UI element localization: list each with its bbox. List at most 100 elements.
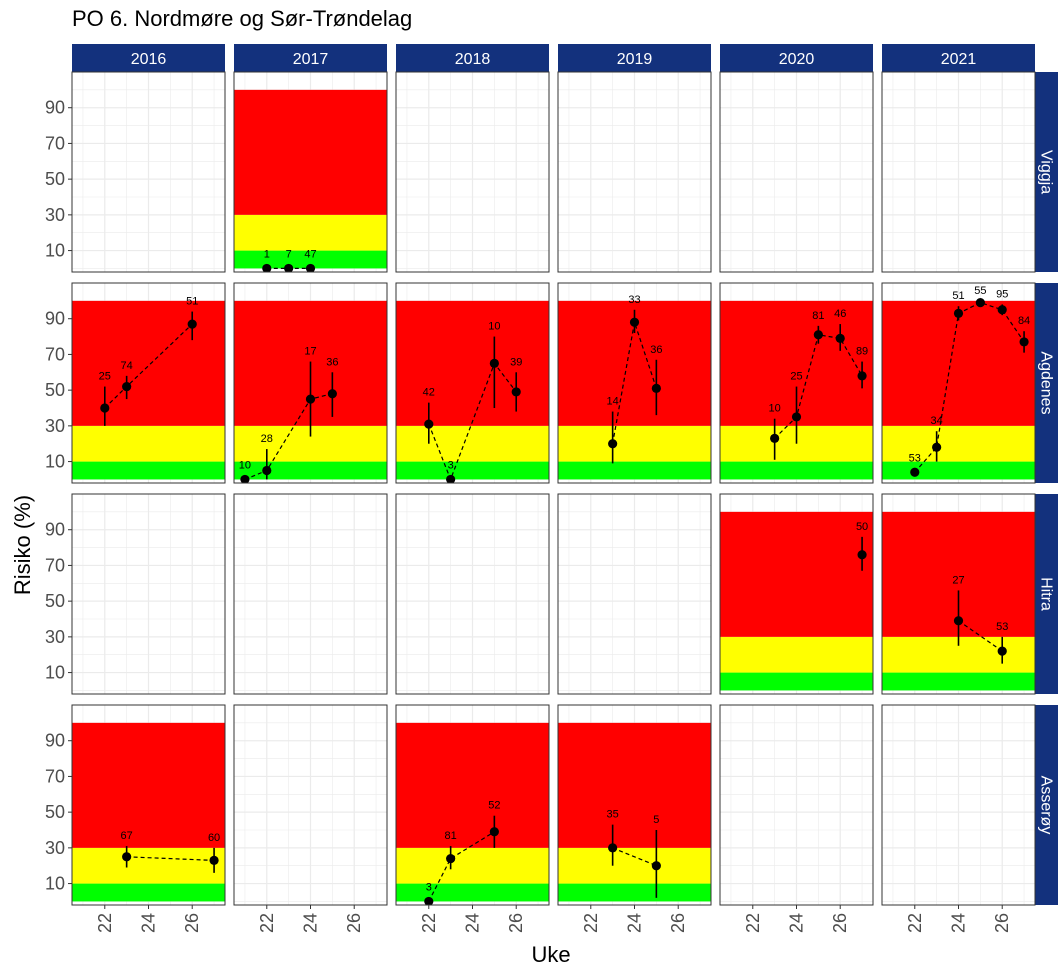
data-point	[608, 843, 618, 853]
data-point	[305, 263, 316, 272]
data-label: 53	[909, 453, 921, 465]
zone-red	[72, 300, 225, 426]
x-tick-label: 24	[139, 913, 159, 933]
panel-border	[395, 282, 550, 484]
data-point	[424, 896, 434, 905]
data-point	[835, 333, 845, 343]
zone-yellow	[72, 425, 225, 462]
panel-viggja-2016: 10 30 50 70 90	[45, 71, 226, 273]
y-tick-label: 30	[45, 627, 65, 647]
data-label: 25	[99, 371, 111, 383]
panel-content: 53 34 51 55 95 84	[882, 283, 1035, 483]
zone-green	[72, 883, 225, 902]
panel-content: 35 5	[558, 705, 711, 905]
zone-red	[720, 511, 873, 637]
zone-green	[882, 672, 1035, 691]
panel-content	[720, 705, 873, 905]
y-tick-label: 50	[45, 169, 65, 189]
data-point	[953, 308, 964, 318]
panel-agdenes-2017: 10 28 17 36	[233, 282, 388, 484]
x-tick-label: 26	[992, 913, 1012, 933]
facet-strip-2021	[882, 44, 1035, 72]
data-label: 10	[769, 403, 781, 415]
data-point	[489, 827, 499, 837]
zone-red	[72, 722, 225, 848]
y-tick-label: 10	[45, 874, 65, 894]
data-label: 52	[488, 800, 500, 812]
y-tick-label: 10	[45, 241, 65, 261]
panel-content	[558, 72, 711, 272]
data-label: 36	[650, 344, 662, 356]
panel-content	[234, 494, 387, 694]
data-label: 10	[488, 321, 500, 333]
panel-asserøy-2021: 22 24 26	[881, 704, 1036, 933]
series-line	[958, 620, 1003, 652]
zone-green	[72, 461, 225, 480]
y-tick-label: 30	[45, 416, 65, 436]
y-tick-label: 10	[45, 452, 65, 472]
panel-content: 1 7 47	[234, 72, 387, 272]
y-axis-title: Risiko (%)	[10, 495, 35, 595]
panel-border	[395, 493, 550, 695]
facet-strip-label-2016: 2016	[131, 51, 167, 68]
panel-border	[719, 493, 874, 695]
series-line	[428, 831, 495, 902]
data-point	[327, 389, 337, 399]
data-label: 74	[121, 360, 133, 372]
panel-hitra-2017	[233, 493, 388, 695]
y-tick-label: 30	[45, 205, 65, 225]
data-label: 3	[426, 881, 432, 893]
facet-strip-label-2020: 2020	[779, 51, 815, 68]
data-label: 36	[326, 356, 338, 368]
y-tick-label: 90	[45, 520, 65, 540]
y-tick-label: 50	[45, 802, 65, 822]
y-tick-label: 70	[45, 766, 65, 786]
data-label: 51	[952, 290, 964, 302]
series-line	[612, 322, 657, 444]
zone-green	[234, 250, 387, 269]
data-point	[997, 646, 1007, 656]
x-tick-label: 26	[344, 913, 364, 933]
facet-strip-label-2021: 2021	[941, 51, 977, 68]
data-label: 55	[974, 285, 986, 297]
x-tick-label: 24	[625, 913, 645, 933]
zone-yellow	[720, 636, 873, 673]
data-point	[187, 319, 197, 329]
panel-viggja-2017: 1 7 47	[233, 71, 388, 273]
row-strip-label-viggja: Viggja	[1038, 150, 1055, 194]
y-tick-label: 10	[45, 663, 65, 683]
facet-strip-2020	[720, 44, 873, 72]
series-line	[244, 393, 333, 480]
data-point	[857, 371, 867, 381]
data-label: 25	[790, 371, 802, 383]
panel-agdenes-2021: 53 34 51 55 95 84	[881, 282, 1036, 484]
y-tick-label: 90	[45, 731, 65, 751]
panel-border	[557, 493, 712, 695]
data-label: 51	[186, 296, 198, 308]
y-tick-label: 50	[45, 380, 65, 400]
data-label: 1	[264, 248, 270, 260]
panel-content: 25 74 51	[72, 283, 225, 483]
data-point	[770, 433, 780, 443]
x-tick-label: 24	[949, 913, 969, 933]
panel-border	[71, 71, 226, 273]
x-tick-label: 24	[463, 913, 483, 933]
data-point	[910, 467, 920, 477]
zone-yellow	[558, 425, 711, 462]
y-tick-label: 70	[45, 133, 65, 153]
facet-strip-2016	[72, 44, 225, 72]
panel-content: 67 60	[72, 705, 225, 905]
data-point	[932, 442, 942, 452]
panel-content	[234, 705, 387, 905]
y-tick-label: 90	[45, 98, 65, 118]
panel-border	[233, 282, 388, 484]
panel-content: 10 25 81 46 89	[720, 283, 873, 483]
chart-title: PO 6. Nordmøre og Sør-Trøndelag	[72, 6, 413, 31]
panel-asserøy-2018: 3 81 52 22 24 26	[395, 704, 550, 933]
zone-yellow	[558, 847, 711, 884]
panel-border	[395, 71, 550, 273]
panel-viggja-2018	[395, 71, 550, 273]
data-label: 35	[607, 809, 619, 821]
panel-border	[233, 493, 388, 695]
data-label: 53	[996, 621, 1008, 633]
